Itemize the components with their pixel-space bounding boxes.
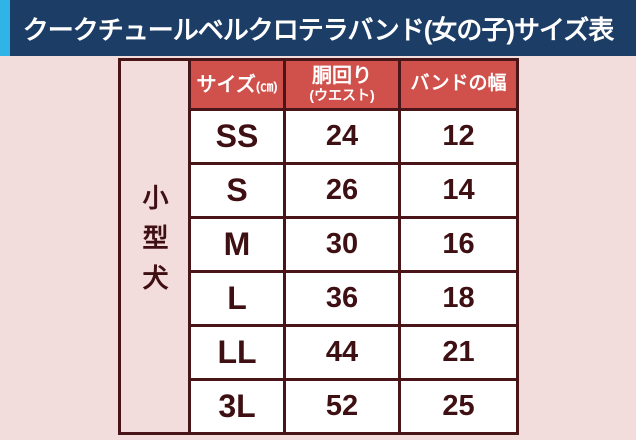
waist-cell: 30 bbox=[283, 216, 401, 273]
waist-cell: 36 bbox=[283, 270, 401, 327]
title-accent-stripe bbox=[0, 0, 10, 56]
table-row: SS 24 12 bbox=[120, 108, 519, 165]
waist-cell: 26 bbox=[283, 162, 401, 219]
band-cell: 14 bbox=[398, 162, 519, 219]
size-cell: S bbox=[188, 162, 286, 219]
header-waist-label: 胴回り bbox=[312, 65, 372, 88]
header-waist: 胴回り (ウエスト) bbox=[283, 58, 401, 111]
table-header-row: 小型犬 サイズ(㎝) 胴回り (ウエスト) バンドの幅 bbox=[118, 58, 519, 435]
title-bar: クークチュールベルクロテラバンド(女の子)サイズ表 bbox=[0, 0, 636, 56]
table-row: L 36 18 bbox=[120, 270, 519, 327]
waist-cell: 44 bbox=[283, 324, 401, 381]
size-cell: 3L bbox=[188, 378, 286, 435]
header-waist-sub: (ウエスト) bbox=[309, 87, 375, 104]
size-cell: M bbox=[188, 216, 286, 273]
header-size-unit: (㎝) bbox=[255, 78, 278, 94]
page-title: クークチュールベルクロテラバンド(女の子)サイズ表 bbox=[22, 14, 615, 45]
table-row: M 30 16 bbox=[120, 216, 519, 273]
size-cell: SS bbox=[188, 108, 286, 165]
header-size-label: サイズ bbox=[196, 73, 256, 96]
header-band-label: バンドの幅 bbox=[410, 73, 507, 95]
size-cell: LL bbox=[188, 324, 286, 381]
category-label: 小型犬 bbox=[139, 184, 169, 304]
band-cell: 18 bbox=[398, 270, 519, 327]
header-size: サイズ(㎝) bbox=[188, 58, 286, 111]
band-cell: 21 bbox=[398, 324, 519, 381]
table-row: 3L 52 25 bbox=[120, 378, 519, 435]
table-row: LL 44 21 bbox=[120, 324, 519, 381]
table-row: S 26 14 bbox=[120, 162, 519, 219]
band-cell: 25 bbox=[398, 378, 519, 435]
category-cell: 小型犬 bbox=[118, 58, 191, 435]
band-cell: 16 bbox=[398, 216, 519, 273]
waist-cell: 52 bbox=[283, 378, 401, 435]
waist-cell: 24 bbox=[283, 108, 401, 165]
header-band: バンドの幅 bbox=[398, 58, 519, 111]
size-cell: L bbox=[188, 270, 286, 327]
size-table: 小型犬 サイズ(㎝) 胴回り (ウエスト) バンドの幅 SS 24 12 S 2… bbox=[118, 58, 519, 435]
band-cell: 12 bbox=[398, 108, 519, 165]
